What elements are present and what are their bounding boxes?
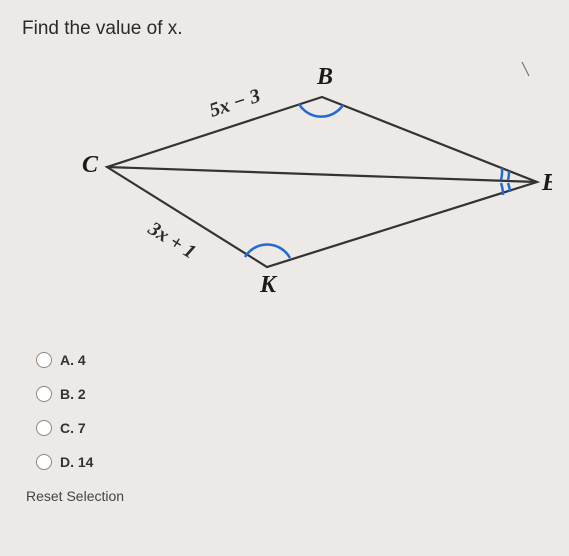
- option-a[interactable]: A. 4: [36, 352, 559, 368]
- option-label: A. 4: [60, 352, 86, 368]
- geometry-diagram: B C E K 5x − 3 3x + 1: [32, 52, 552, 332]
- vertex-label-k: K: [259, 272, 278, 298]
- angle-tick-e-top-2: [501, 168, 502, 180]
- option-c[interactable]: C. 7: [36, 420, 559, 436]
- angle-tick-e-top-1: [508, 171, 509, 180]
- radio-icon: [36, 386, 52, 402]
- option-label: B. 2: [60, 386, 86, 402]
- vertex-label-e: E: [541, 170, 552, 196]
- angle-arc-k: [245, 245, 290, 258]
- radio-icon: [36, 420, 52, 436]
- radio-icon: [36, 352, 52, 368]
- edge-label-ck: 3x + 1: [144, 217, 200, 263]
- question-prompt: Find the value of x.: [22, 18, 559, 40]
- vertex-label-b: B: [316, 64, 333, 90]
- option-label: D. 14: [60, 454, 93, 470]
- diagonal-ce: [107, 167, 537, 182]
- edge-label-cb: 5x − 3: [207, 85, 263, 122]
- vertex-label-c: C: [82, 152, 99, 178]
- radio-icon: [36, 454, 52, 470]
- answer-options: A. 4 B. 2 C. 7 D. 14: [36, 352, 559, 470]
- option-b[interactable]: B. 2: [36, 386, 559, 402]
- reset-selection-link[interactable]: Reset Selection: [26, 488, 559, 504]
- option-d[interactable]: D. 14: [36, 454, 559, 470]
- angle-arc-b: [299, 104, 343, 117]
- option-label: C. 7: [60, 420, 86, 436]
- stray-mark: [522, 62, 529, 76]
